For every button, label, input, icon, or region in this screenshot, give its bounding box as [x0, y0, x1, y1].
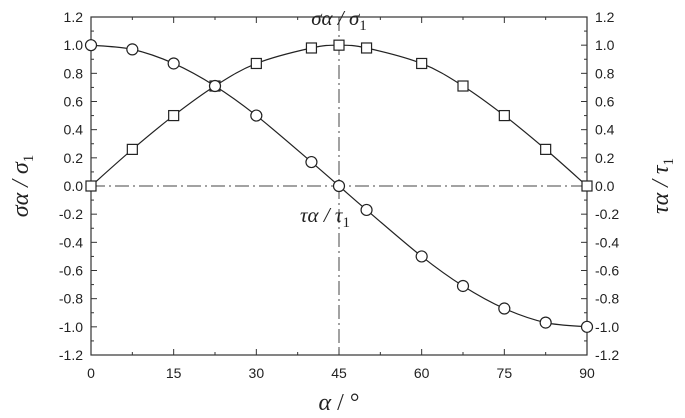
y-tick-label-left: -1.2 — [59, 347, 83, 363]
y-tick-label-right: -0.6 — [595, 263, 619, 279]
y-tick-label-right: 1.0 — [595, 37, 615, 53]
y-tick-label-left: 1.2 — [64, 9, 84, 25]
sigma-annotation-slash: / — [333, 6, 349, 30]
sigma-marker — [85, 180, 97, 192]
y-tick-label-left: -0.2 — [59, 206, 83, 222]
sigma-marker — [126, 143, 138, 155]
tau-marker — [167, 57, 180, 70]
tau-marker — [456, 279, 470, 293]
y-tick-label-right: 0.8 — [595, 65, 615, 81]
sigma-marker — [333, 39, 345, 51]
sigma-marker — [457, 80, 469, 92]
tau-annotation-slash: / — [319, 203, 335, 227]
y-axis-title-left-subscript: 1 — [21, 155, 37, 163]
x-tick-label: 30 — [249, 365, 265, 381]
y-tick-label-right: 1.2 — [595, 9, 615, 25]
x-axis-unit: ° — [350, 390, 360, 416]
y-axis-title-right: τα / τ1 — [648, 158, 677, 214]
sigma-marker — [416, 57, 428, 70]
tau-marker — [208, 79, 222, 93]
y-axis-title-right-denominator: τ — [648, 164, 674, 174]
sigma-annotation-denominator: σ — [349, 6, 361, 30]
x-tick-label: 45 — [331, 365, 347, 381]
y-tick-label-right: -1.2 — [595, 347, 619, 363]
y-axis-title-right-subscript: 1 — [661, 158, 677, 166]
tau-marker — [332, 179, 346, 193]
y-axis-title-right-numerator: τα — [648, 192, 674, 214]
y-axis-title-right-slash: / — [648, 174, 674, 193]
tau-marker — [126, 43, 139, 56]
y-tick-label-left: -0.8 — [59, 291, 83, 307]
y-tick-label-left: 0.6 — [64, 94, 84, 110]
y-tick-label-right: -0.8 — [595, 291, 619, 307]
x-axis-title: α / ° — [319, 390, 360, 416]
y-axis-title-left-slash: / — [8, 174, 34, 193]
x-tick-label: 75 — [497, 365, 513, 381]
labels-layer: 1.2 1.2 1.0 1.0 0.8 0.8 0.6 0.6 0.4 0.4 0.2 0.2 0.0 0… — [8, 6, 677, 416]
y-tick-label-right: 0.4 — [595, 122, 615, 138]
sigma-marker — [581, 180, 593, 192]
tau-annotation-numerator: τα — [300, 203, 320, 227]
y-tick-label-left: 1.0 — [64, 37, 84, 53]
tau-marker — [580, 320, 594, 333]
tau-marker — [360, 203, 373, 217]
y-tick-label-left: 0.0 — [64, 178, 84, 194]
tau-annotation-subscript: 1 — [342, 215, 350, 231]
tau-marker — [84, 39, 98, 52]
sigma-annotation-numerator: σα — [311, 6, 333, 30]
y-tick-label-right: -1.0 — [595, 319, 619, 335]
series-layer — [84, 39, 594, 333]
sigma-marker — [305, 42, 318, 54]
sigma-marker — [250, 57, 262, 70]
x-axis-symbol: α — [319, 390, 332, 416]
y-axis-title-left-denominator: σ — [8, 161, 34, 174]
y-tick-label-left: -0.4 — [59, 234, 83, 250]
sigma-marker — [498, 109, 510, 122]
y-tick-label-left: -1.0 — [59, 319, 83, 335]
y-tick-label-right: 0.2 — [595, 150, 615, 166]
x-axis-slash: / — [331, 390, 350, 416]
tau-annotation: τα / τ1 — [300, 203, 350, 231]
tau-marker — [498, 302, 511, 315]
tau-marker — [250, 109, 263, 122]
y-axis-title-left: σα / σ1 — [8, 155, 37, 217]
y-axis-title-left-numerator: σα — [8, 192, 34, 217]
tau-marker — [305, 155, 318, 169]
sigma-marker — [168, 109, 180, 122]
sigma-marker — [540, 143, 552, 155]
y-tick-label-right: -0.2 — [595, 206, 619, 222]
x-tick-label: 15 — [166, 365, 182, 381]
sigma-annotation-subscript: 1 — [359, 18, 367, 34]
y-tick-label-left: -0.6 — [59, 263, 83, 279]
tau-marker — [415, 250, 428, 263]
y-tick-label-right: -0.4 — [595, 234, 619, 250]
x-tick-label: 60 — [414, 365, 430, 381]
sigma-marker — [360, 42, 373, 54]
x-tick-label: 90 — [579, 365, 595, 381]
x-tick-label: 0 — [87, 365, 95, 381]
y-tick-label-right: 0.0 — [595, 178, 615, 194]
sigma-annotation: σα / σ1 — [311, 6, 367, 34]
tau-annotation-denominator: τ — [335, 203, 344, 227]
y-tick-label-left: 0.8 — [64, 65, 84, 81]
y-tick-label-right: 0.6 — [595, 94, 615, 110]
y-tick-label-left: 0.2 — [64, 150, 84, 166]
y-tick-label-left: 0.4 — [64, 122, 84, 138]
tau-marker — [539, 316, 552, 329]
